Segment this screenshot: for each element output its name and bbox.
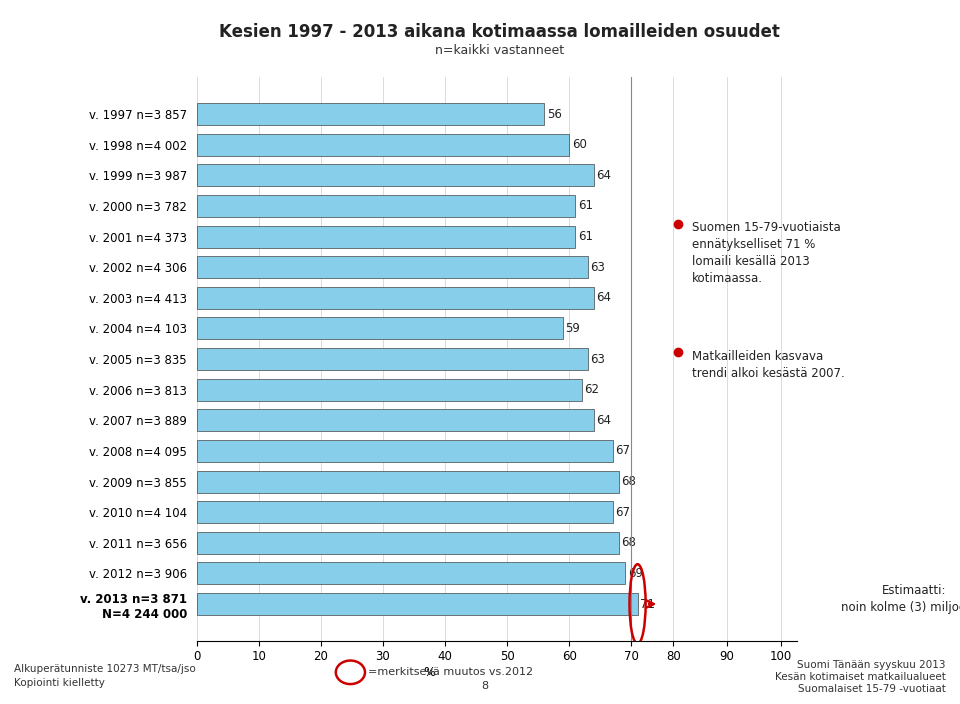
Text: taloustutkimus oy: taloustutkimus oy (18, 15, 246, 35)
Bar (197, 287, 594, 309)
Text: 56: 56 (547, 108, 562, 120)
X-axis label: %: % (423, 666, 436, 679)
Bar (197, 379, 582, 401)
Text: 63: 63 (590, 260, 605, 274)
Text: 61: 61 (578, 199, 593, 213)
Bar (197, 195, 575, 217)
Text: 59: 59 (565, 322, 581, 335)
Text: 62: 62 (585, 383, 599, 396)
Text: Kopiointi kielletty: Kopiointi kielletty (14, 678, 106, 688)
Bar (197, 470, 619, 493)
Text: 69: 69 (628, 567, 642, 580)
Text: 68: 68 (621, 536, 636, 549)
Bar (197, 409, 594, 432)
Text: Alkuperätunniste 10273 MT/tsa/jso: Alkuperätunniste 10273 MT/tsa/jso (14, 664, 196, 674)
Text: Suomi Tänään syyskuu 2013: Suomi Tänään syyskuu 2013 (797, 660, 946, 670)
Bar (197, 440, 612, 462)
Text: n=kaikki vastanneet: n=kaikki vastanneet (435, 44, 564, 57)
Bar (197, 256, 588, 278)
Bar (197, 348, 588, 370)
Text: 71: 71 (640, 598, 655, 610)
Text: Kesän kotimaiset matkailualueet: Kesän kotimaiset matkailualueet (775, 672, 946, 682)
Text: 67: 67 (615, 505, 630, 519)
Text: 64: 64 (596, 169, 612, 182)
Bar (197, 562, 625, 584)
Text: 64: 64 (596, 414, 612, 427)
Bar (197, 225, 575, 248)
Bar (197, 501, 612, 523)
Text: 63: 63 (590, 353, 605, 365)
Text: Matkailleiden kasvava
trendi alkoi kesästä 2007.: Matkailleiden kasvava trendi alkoi kesäs… (692, 350, 845, 379)
Text: =merkitsevä muutos vs.2012: =merkitsevä muutos vs.2012 (368, 667, 533, 677)
Text: 8: 8 (481, 681, 489, 691)
Text: 60: 60 (572, 138, 587, 151)
Bar (197, 532, 619, 554)
Bar (197, 134, 569, 156)
Text: 68: 68 (621, 475, 636, 488)
Text: 64: 64 (596, 291, 612, 304)
Bar (197, 164, 594, 187)
Bar (197, 593, 637, 615)
Bar (197, 318, 564, 339)
Text: Suomen 15-79-vuotiaista
ennätykselliset 71 %
lomaili kesällä 2013
kotimaassa.: Suomen 15-79-vuotiaista ennätykselliset … (692, 221, 841, 285)
Text: Estimaatti:
noin kolme (3) miljoonaa: Estimaatti: noin kolme (3) miljoonaa (841, 584, 960, 614)
Text: 67: 67 (615, 444, 630, 458)
Text: Kesien 1997 - 2013 aikana kotimaassa lomailleiden osuudet: Kesien 1997 - 2013 aikana kotimaassa lom… (219, 23, 780, 41)
Text: 61: 61 (578, 230, 593, 243)
Text: Suomalaiset 15-79 -vuotiaat: Suomalaiset 15-79 -vuotiaat (798, 684, 946, 694)
Bar (197, 103, 544, 125)
